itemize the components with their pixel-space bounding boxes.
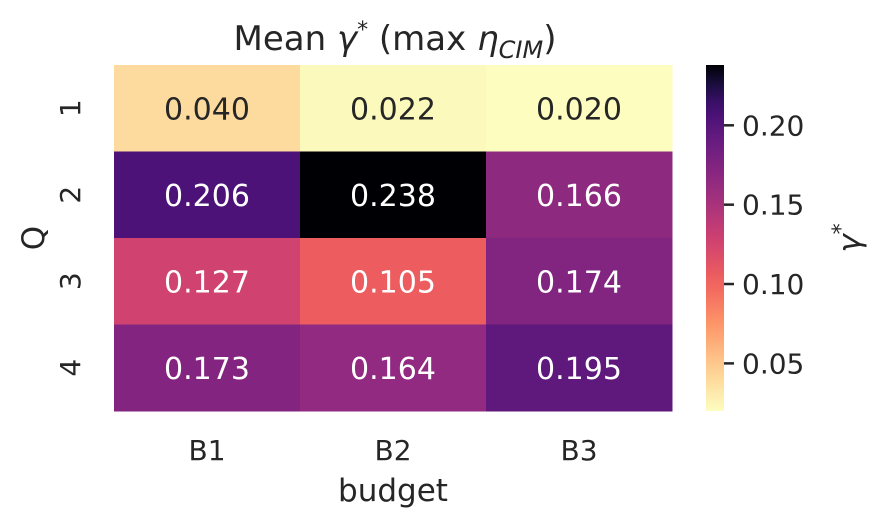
x-tick-label: B2 <box>374 434 411 467</box>
heatmap-cell <box>114 238 301 325</box>
heatmap-cell <box>300 65 487 152</box>
y-axis-ticks: 1 2 3 4 <box>54 99 87 376</box>
colorbar: 0.05 0.10 0.15 0.20 <box>706 65 804 411</box>
x-axis-label: budget <box>338 473 448 509</box>
heatmap-cell <box>486 65 673 152</box>
heatmap-cells <box>114 65 673 412</box>
heatmap-cell <box>486 151 673 239</box>
cell-value-label: 0.174 <box>536 265 622 300</box>
y-tick-label: 2 <box>54 186 87 204</box>
x-axis-ticks: B1 B2 B3 <box>188 434 597 467</box>
heatmap-cell <box>300 238 487 325</box>
heatmap-cell <box>114 65 301 152</box>
y-tick-label: 1 <box>54 99 87 117</box>
cell-value-label: 0.206 <box>164 179 250 214</box>
heatmap-cell <box>300 324 487 412</box>
colorbar-tick-label: 0.15 <box>742 189 804 222</box>
colorbar-tick-label: 0.10 <box>742 268 804 301</box>
heatmap-cell <box>300 151 487 239</box>
cell-value-label: 0.020 <box>536 92 622 127</box>
heatmap-cell <box>486 238 673 325</box>
x-tick-label: B1 <box>188 434 225 467</box>
cell-value-label: 0.022 <box>350 92 436 127</box>
cell-value-label: 0.195 <box>536 352 622 387</box>
heatmap-cell <box>114 324 301 412</box>
chart-title: Mean γ* (max ηCIM) <box>234 18 557 64</box>
cell-value-label: 0.040 <box>164 92 250 127</box>
cell-value-label: 0.238 <box>350 179 436 214</box>
cell-value-label: 0.164 <box>350 352 436 387</box>
cell-value-label: 0.166 <box>536 179 622 214</box>
cell-value-label: 0.127 <box>164 265 250 300</box>
y-tick-label: 3 <box>54 272 87 290</box>
y-tick-label: 4 <box>54 359 87 377</box>
heatmap-cell <box>486 324 673 412</box>
heatmap-cell <box>114 151 301 239</box>
heatmap-cell-labels: 0.040 0.022 0.020 0.206 0.238 0.166 0.127 0.105… <box>164 92 622 387</box>
colorbar-tick-label: 0.20 <box>742 109 804 142</box>
colorbar-gradient <box>706 65 724 411</box>
x-tick-label: B3 <box>560 434 597 467</box>
y-axis-label: Q <box>16 226 52 250</box>
colorbar-label: γ* <box>829 223 868 252</box>
cell-value-label: 0.105 <box>350 265 436 300</box>
colorbar-tick-label: 0.05 <box>742 347 804 380</box>
cell-value-label: 0.173 <box>164 352 250 387</box>
